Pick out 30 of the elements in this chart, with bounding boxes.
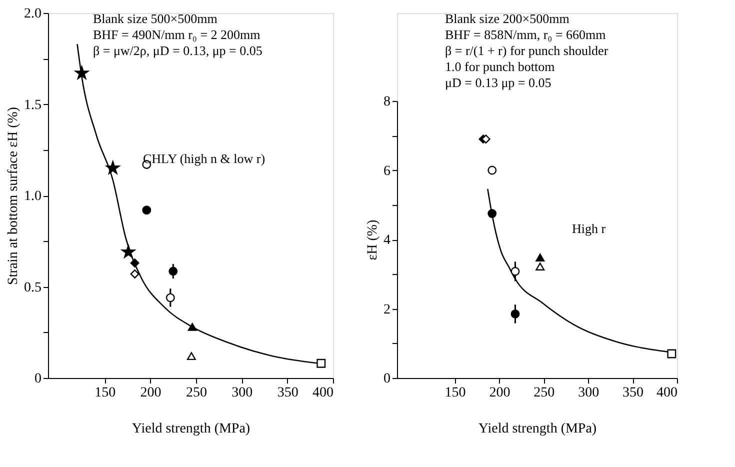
text: Blank size 200×500mm BHF = 858N/mm, r₀ = 660mm β = r/(1 + r) for punch shoulder 1.0 for punch bottom μD = 0.13 μp = 0.05 (445, 11, 609, 90)
x-tick-label: 300 (578, 386, 600, 400)
x-axis-title: Yield strength (MPa) (132, 422, 250, 436)
y-axis-title: Strain at bottom surface εH (%) (6, 106, 21, 286)
y-tick-label: 0.5 (24, 280, 42, 296)
x-tick-label: 400 (312, 386, 334, 400)
x-tick-label: 150 (444, 386, 466, 400)
x-tick-label: 350 (277, 386, 298, 400)
y-tick-label: 8 (384, 94, 390, 110)
y-axis-title: εH (%) (366, 219, 380, 260)
y-tick-label: 1.5 (24, 98, 42, 113)
x-tick-label: 400 (656, 386, 678, 400)
annotation: Blank size 500×500mm BHF = 490N/mm r₀ = 2 200mm β = μw/2ρ, μD = 0.13, μp = 0.05 (93, 11, 262, 58)
x-tick-label: 300 (232, 386, 253, 400)
annotation: CHLY (high n & low r) (143, 151, 266, 166)
y-tick-label: 2 (384, 302, 390, 318)
x-tick-label: 250 (186, 386, 207, 400)
annotation: High r (572, 221, 606, 236)
y-tick-label: 0 (384, 372, 390, 386)
y-tick-label: 2.0 (24, 6, 42, 22)
x-tick-label: 200 (489, 386, 510, 400)
x-tick-label: 200 (140, 386, 162, 400)
x-axis-title: Yield strength (MPa) (478, 422, 597, 436)
y-tick-label: 0 (34, 372, 42, 386)
y-tick-label: 6 (384, 164, 390, 179)
y-tick-label: 4 (384, 233, 390, 248)
x-tick-label: 150 (94, 386, 116, 400)
x-tick-label: 350 (622, 386, 644, 400)
x-tick-label: 250 (534, 386, 555, 400)
y-tick-label: 1.0 (24, 189, 42, 204)
